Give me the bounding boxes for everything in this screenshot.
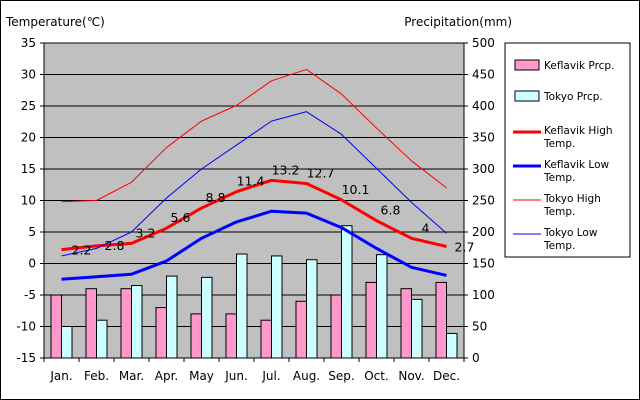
keflavik-low-line [61,209,447,281]
left-axis-title: Temperature(℃) [5,15,105,29]
keflavik-precip-bar [120,288,132,359]
x-tick-label: Dec. [433,369,460,383]
right-tick-label: 200 [472,225,495,239]
tokyo-precip-bar [306,259,318,359]
keflavik-high-line [61,178,447,252]
keflavik-high-data-label: 2.2 [72,243,92,258]
left-tick-label: -15 [16,351,36,365]
keflavik-precip-bar [50,294,62,359]
tokyo-low-line [61,111,447,257]
tokyo-precip-bar [271,255,283,359]
legend-swatch-box [514,90,540,102]
right-tick-label: 400 [472,99,495,113]
left-tick-label: 25 [21,99,36,113]
x-tick-label: Mar. [119,369,144,383]
left-tick-label: -10 [16,320,36,334]
temperature-lines [61,68,447,281]
keflavik-precip-bar [190,313,202,359]
right-axis-ticks: 0 50 100 150 200 250 300 350 400 450 500 [464,36,495,365]
keflavik-precip-bar [225,313,237,359]
x-tick-label: Jun. [224,369,248,383]
tokyo-precip-bar [236,253,248,359]
legend-label: Tokyo Low [543,227,598,239]
tokyo-precip-bar [446,332,458,359]
tokyo-precip-bar [341,225,353,359]
legend-label: Tokyo Prcp. [543,91,603,103]
keflavik-precip-bar [365,281,377,359]
legend-box [504,42,631,258]
x-tick-label: Nov. [398,369,424,383]
tokyo-precip-bar [201,276,213,359]
keflavik-precip-bar [400,288,412,359]
legend-label: Temp. [543,138,575,150]
legend: Keflavik Prcp.Tokyo Prcp.Keflavik HighTe… [513,59,614,252]
legend-label: Keflavik Low [544,159,610,171]
tokyo-high-line [61,68,447,203]
right-tick-label: 150 [472,257,495,271]
keflavik-high-data-label: 6.8 [381,203,401,218]
tokyo-precip-bar [411,298,423,359]
right-axis-title: Precipitation(mm) [404,15,512,29]
keflavik-precip-bar [295,300,307,359]
keflavik-precip-bar [435,281,447,359]
right-tick-label: 0 [472,351,480,365]
keflavik-high-data-label: 13.2 [272,162,300,177]
right-tick-label: 250 [472,194,495,208]
right-tick-label: 50 [472,320,487,334]
keflavik-high-data-label: 3.2 [136,225,156,240]
keflavik-precip-bar [260,319,272,359]
left-tick-label: -5 [24,288,36,302]
left-tick-label: 15 [21,162,36,176]
x-tick-label: Apr. [155,369,178,383]
x-axis-ticks: Jan. Feb. Mar. Apr. May Jun. Jul. Aug. Sep. Oct. N… [43,358,465,383]
left-tick-label: 20 [21,131,36,145]
left-axis-ticks: -15 -10 -5 0 5 10 15 20 25 30 35 [16,36,44,365]
x-tick-label: Jan. [49,369,72,383]
tokyo-precip-bar [96,319,108,359]
x-tick-label: Feb. [84,369,109,383]
right-tick-label: 450 [472,68,495,82]
keflavik-precip-bar [155,307,167,359]
right-tick-label: 500 [472,36,495,50]
data-labels: 2.2 2.83.25.68.811.413.2 12.710.16.842.7 [72,162,475,257]
keflavik-precip-bar [85,288,97,359]
tokyo-precip-bar [131,285,143,359]
legend-swatch-box [514,59,540,71]
keflavik-high-data-label: 10.1 [342,182,370,197]
left-tick-label: 10 [21,194,36,208]
keflavik-high-data-label: 4 [422,220,430,235]
legend-label: Keflavik Prcp. [544,60,614,72]
keflavik-high-data-label: 2.8 [105,238,125,253]
legend-label: Keflavik High [544,125,613,137]
x-tick-label: Oct. [364,369,389,383]
right-tick-label: 300 [472,162,495,176]
keflavik-high-data-label: 8.8 [206,190,226,205]
legend-label: Temp. [543,240,575,252]
keflavik-high-data-label: 11.4 [237,174,265,189]
x-tick-label: Aug. [293,369,320,383]
tokyo-precip-bar [376,254,388,359]
keflavik-precip-bar [330,294,342,359]
keflavik-high-data-label: 12.7 [307,165,335,180]
precipitation-bars [50,225,458,359]
keflavik-high-data-label: 5.6 [171,210,191,225]
left-tick-label: 30 [21,68,36,82]
left-tick-label: 0 [28,257,36,271]
x-tick-label: Sep. [328,369,354,383]
legend-label: Tokyo High [543,193,601,205]
legend-label: Temp. [543,172,575,184]
legend-label: Temp. [543,206,575,218]
tokyo-precip-bar [166,275,178,359]
left-tick-label: 5 [28,225,36,239]
x-tick-label: Jul. [261,369,280,383]
right-tick-label: 350 [472,131,495,145]
left-tick-label: 35 [21,36,36,50]
x-tick-label: May [189,369,214,383]
right-tick-label: 100 [472,288,495,302]
tokyo-precip-bar [61,326,73,359]
